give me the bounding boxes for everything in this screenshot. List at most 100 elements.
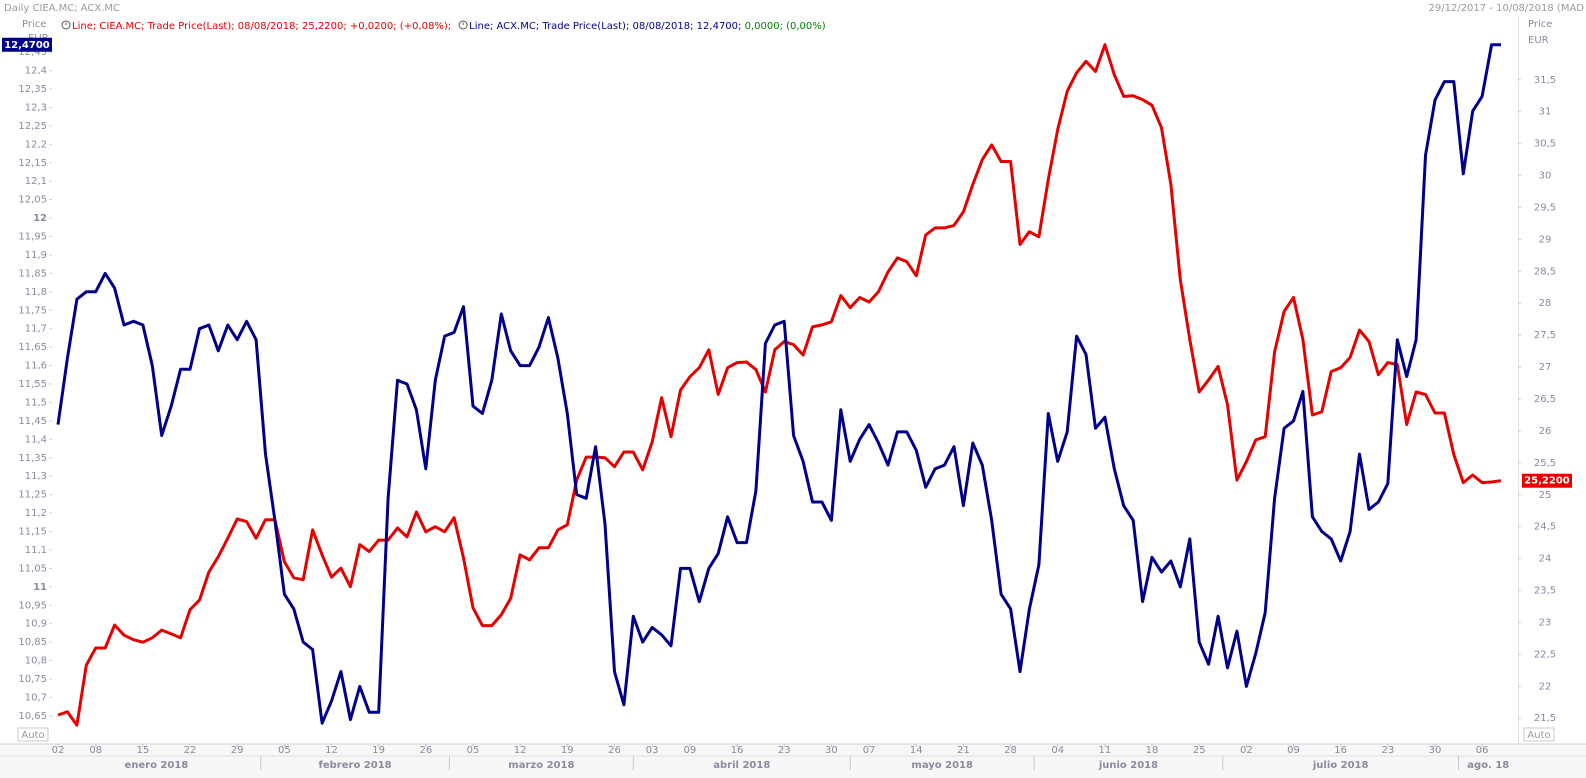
x-tick-label: 15 <box>137 745 150 756</box>
y-tick-label: 12,1 <box>25 176 47 187</box>
x-tick-label: 11 <box>1099 745 1112 756</box>
x-tick-label: 02 <box>1240 745 1253 756</box>
y-axis-title: Price <box>22 19 46 30</box>
y2-tick-label: 24,5 <box>1534 522 1556 533</box>
y2-tick-label: 27,5 <box>1534 330 1556 341</box>
x-tick-label: 19 <box>372 745 385 756</box>
series-line <box>56 43 1501 725</box>
legend-name: CIEA.MC <box>99 21 141 32</box>
x-tick-label: 28 <box>1004 745 1017 756</box>
x-tick-label: 05 <box>278 745 291 756</box>
series-line <box>57 43 1502 727</box>
y-tick-label: 11,6 <box>25 361 47 372</box>
x-tick-label: 16 <box>1334 745 1347 756</box>
legend-name: ACX.MC <box>497 21 536 32</box>
scale-mode-box[interactable] <box>17 727 49 742</box>
x-tick-label: 19 <box>561 745 574 756</box>
month-label: febrero 2018 <box>319 760 392 771</box>
y2-tick-label: 22 <box>1539 681 1552 692</box>
legend-legend-prefix: Line; <box>469 21 496 32</box>
y-tick-label: 11,7 <box>25 324 47 335</box>
x-tick-label: 29 <box>231 745 244 756</box>
x-tick-label: 26 <box>419 745 432 756</box>
y-tick-label: 12,15 <box>18 158 47 169</box>
legend-legend-detail: ; Trade Price(Last); 08/08/2018; 12,4700… <box>536 21 745 32</box>
x-tick-label: 18 <box>1146 745 1159 756</box>
x-tick-label: 30 <box>1429 745 1442 756</box>
last-value-label: 12,4700 <box>4 40 50 51</box>
x-tick-label: 05 <box>467 745 480 756</box>
last-value-box <box>1522 473 1572 488</box>
y-tick-label: 11,05 <box>18 563 47 574</box>
y2-tick-label: 24 <box>1539 554 1552 565</box>
y2-tick-label: 23 <box>1539 617 1552 628</box>
y-tick-label: 11,1 <box>25 545 47 556</box>
y-scale-mode[interactable]: Auto <box>21 730 44 741</box>
y-tick-label: 12,05 <box>18 195 47 206</box>
x-tick-label: 07 <box>863 745 876 756</box>
y2-tick-label: 26,5 <box>1534 394 1556 405</box>
y2-tick-label: 25,5 <box>1534 458 1556 469</box>
y-tick-label: 11,45 <box>18 416 47 427</box>
x-tick-label: 23 <box>1381 745 1394 756</box>
legend-entry: Line; CIEA.MC; Trade Price(Last); 08/08/… <box>72 21 451 32</box>
y2-tick-label: 31 <box>1539 107 1552 118</box>
y-tick-label: 12,2 <box>25 139 47 150</box>
x-tick-label: 06 <box>1476 745 1489 756</box>
month-label: abril 2018 <box>713 760 770 771</box>
y2-tick-label: 21,5 <box>1534 713 1556 724</box>
date-range: 29/12/2017 - 10/08/2018 (MAD <box>1429 3 1585 14</box>
y-tick-label: 11,35 <box>18 453 47 464</box>
scale-mode-box[interactable] <box>1523 727 1555 742</box>
legend-legend-detail: ; Trade Price(Last); 08/08/2018; 25,2200… <box>141 21 350 32</box>
x-tick-label: 12 <box>514 745 527 756</box>
legend-entry: Line; ACX.MC; Trade Price(Last); 08/08/2… <box>469 21 826 32</box>
month-label: junio 2018 <box>1098 760 1158 771</box>
y-tick-label: 11,15 <box>18 527 47 538</box>
x-tick-label: 22 <box>184 745 197 756</box>
x-tick-label: 30 <box>825 745 838 756</box>
last-value-box <box>2 37 52 52</box>
y-tick-label: 12,4 <box>25 66 47 77</box>
y2-tick-label: 30 <box>1539 171 1552 182</box>
y-tick-label: 12,3 <box>25 102 47 113</box>
x-tick-label: 21 <box>957 745 970 756</box>
y-tick-label: 11,4 <box>25 434 47 445</box>
month-label: ago. 18 <box>1467 760 1509 771</box>
y2-tick-label: 22,5 <box>1534 649 1556 660</box>
x-axis-band <box>0 744 1586 778</box>
y2-tick-label: 28 <box>1539 298 1552 309</box>
y2-tick-label: 31,5 <box>1534 75 1556 86</box>
y2-tick-label: 30,5 <box>1534 139 1556 150</box>
y-tick-label: 10,9 <box>25 619 47 630</box>
y2-scale-mode[interactable]: Auto <box>1527 730 1550 741</box>
y2-tick-label: 28,5 <box>1534 266 1556 277</box>
y-tick-label: 11,95 <box>18 232 47 243</box>
y-tick-label: 12,45 <box>18 47 47 58</box>
y-tick-label: 11,75 <box>18 305 47 316</box>
x-tick-label: 09 <box>1287 745 1300 756</box>
y-tick-label: 10,65 <box>18 711 47 722</box>
y-tick-label: 11 <box>33 582 47 593</box>
legend-legend-change: 0,0000; (0,00%) <box>745 21 826 32</box>
x-tick-label: 03 <box>646 745 659 756</box>
y-tick-label: 11,8 <box>25 287 47 298</box>
y2-tick-label: 25 <box>1539 490 1552 501</box>
x-tick-label: 23 <box>778 745 791 756</box>
y-tick-label: 10,85 <box>18 637 47 648</box>
y-tick-label: 11,3 <box>25 471 47 482</box>
x-tick-label: 02 <box>52 745 65 756</box>
y-tick-label: 11,65 <box>18 342 47 353</box>
y-tick-label: 11,25 <box>18 490 47 501</box>
y2-tick-label: 29 <box>1539 234 1552 245</box>
month-label: julio 2018 <box>1312 760 1369 771</box>
y-tick-label: 11,5 <box>25 397 47 408</box>
y2-axis-unit: EUR <box>1528 35 1549 46</box>
x-tick-label: 16 <box>731 745 744 756</box>
y-tick-label: 10,75 <box>18 674 47 685</box>
y-tick-label: 11,9 <box>25 250 47 261</box>
y2-axis-title: Price <box>1528 19 1552 30</box>
x-tick-label: 14 <box>910 745 923 756</box>
